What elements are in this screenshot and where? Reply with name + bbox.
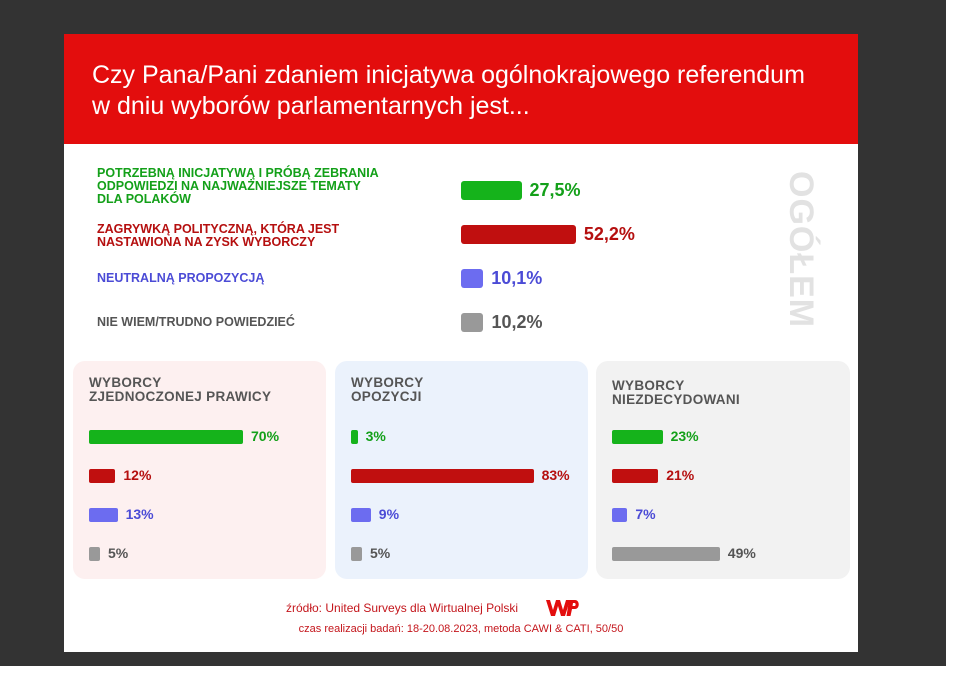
title-line-2: w dniu wyborów parlamentarnych jest... (92, 92, 530, 120)
overall-value-label: 27,5% (529, 180, 581, 200)
overall-category-label: POTRZEBNĄ INICJATYWĄ I PRÓBĄ ZEBRANIA ODP… (97, 167, 407, 206)
panel-bar (612, 547, 720, 561)
panel-value-label: 21% (666, 467, 695, 483)
header-banner: Czy Pana/Pani zdaniem inicjatywa ogólnok… (64, 34, 858, 144)
overall-category-label-line: NASTAWIONA NA ZYSK WYBORCZY (97, 235, 316, 249)
panel-bar (89, 469, 116, 483)
panel-bar (612, 469, 659, 483)
infographic-card: Czy Pana/Pani zdaniem inicjatywa ogólnok… (64, 34, 858, 652)
panel-bar (351, 508, 371, 522)
overall-value-label: 10,1% (491, 268, 543, 288)
panel-bar (612, 508, 628, 522)
overall-value-label: 10,2% (491, 312, 543, 332)
panel-value-label: 70% (251, 428, 280, 444)
overall-bar (461, 313, 484, 332)
overall-bar (461, 181, 522, 200)
overall-category-label: NIE WIEM/TRUDNO POWIEDZIEĆ (97, 316, 407, 329)
panel-bar (351, 547, 362, 561)
screen-edge-bottom (0, 666, 955, 676)
voter-group-panel: WYBORCY OPOZYCJI 3% 83% 9% 5% (335, 361, 588, 579)
panel-value-label: 83% (541, 467, 570, 483)
panel-title-line: NIEZDECYDOWANI (612, 392, 740, 407)
infographic-title: Czy Pana/Pani zdaniem inicjatywa ogólnok… (92, 60, 852, 122)
wp-logo-icon (546, 600, 579, 616)
panel-bar (89, 508, 118, 522)
source-text: źródło: United Surveys dla Wirtualnej Po… (286, 601, 519, 615)
panel-title: WYBORCY NIEZDECYDOWANI (612, 379, 740, 407)
panel-title-line: OPOZYCJI (351, 389, 422, 404)
panel-value-label: 7% (635, 506, 656, 522)
panel-value-label: 9% (378, 506, 400, 522)
panel-value-label: 12% (123, 467, 152, 483)
source-line: źródło: United Surveys dla Wirtualnej Po… (64, 597, 858, 619)
overall-category-label-line: POTRZEBNĄ INICJATYWĄ I PRÓBĄ ZEBRANIA (97, 166, 379, 180)
panel-bar (89, 430, 243, 444)
panel-value-label: 5% (108, 545, 129, 561)
panel-title: WYBORCY ZJEDNOCZONEJ PRAWICY (89, 376, 271, 404)
panel-value-label: 23% (670, 428, 699, 444)
panel-title: WYBORCY OPOZYCJI (351, 376, 424, 404)
panel-value-label: 13% (125, 506, 154, 522)
panel-title-line: WYBORCY (89, 375, 162, 390)
overall-category-label-line: ODPOWIEDZI NA NAJWAŻNIEJSZE TEMATY (97, 179, 361, 193)
panel-value-label: 49% (727, 545, 756, 561)
overall-bar (461, 269, 484, 288)
panel-bar (351, 469, 534, 483)
panel-bar (351, 430, 358, 444)
panel-title-line: WYBORCY (612, 378, 685, 393)
panel-title-line: ZJEDNOCZONEJ PRAWICY (89, 389, 272, 404)
overall-bar (461, 225, 576, 244)
panel-bar (89, 547, 100, 561)
panel-value-label: 3% (365, 428, 386, 444)
voter-group-panel: WYBORCY NIEZDECYDOWANI 23% 21% 7% 49% (596, 361, 850, 579)
screen-edge-right (946, 0, 955, 676)
overall-category-label-line: NEUTRALNĄ PROPOZYCJĄ (97, 271, 265, 285)
survey-meta: czas realizacji badań: 18-20.08.2023, me… (298, 623, 624, 635)
overall-category-label: NEUTRALNĄ PROPOZYCJĄ (97, 272, 407, 285)
voter-group-panel: WYBORCY ZJEDNOCZONEJ PRAWICY 70% 12% 13% 5% (73, 361, 326, 579)
overall-category-label-line: NIE WIEM/TRUDNO POWIEDZIEĆ (97, 315, 295, 329)
panel-bar (612, 430, 663, 444)
overall-value-label: 52,2% (583, 224, 635, 244)
panel-title-line: WYBORCY (351, 375, 424, 390)
overall-category-label-line: DLA POLAKÓW (97, 192, 191, 206)
overall-vertical-label: OGÓŁEM (782, 171, 820, 329)
title-line-1: Czy Pana/Pani zdaniem inicjatywa ogólnok… (92, 61, 805, 89)
panel-value-label: 5% (370, 545, 391, 561)
overall-category-label: ZAGRYWKĄ POLITYCZNĄ, KTÓRA JEST NASTAWION… (97, 223, 407, 249)
overall-category-label-line: ZAGRYWKĄ POLITYCZNĄ, KTÓRA JEST (97, 222, 340, 236)
